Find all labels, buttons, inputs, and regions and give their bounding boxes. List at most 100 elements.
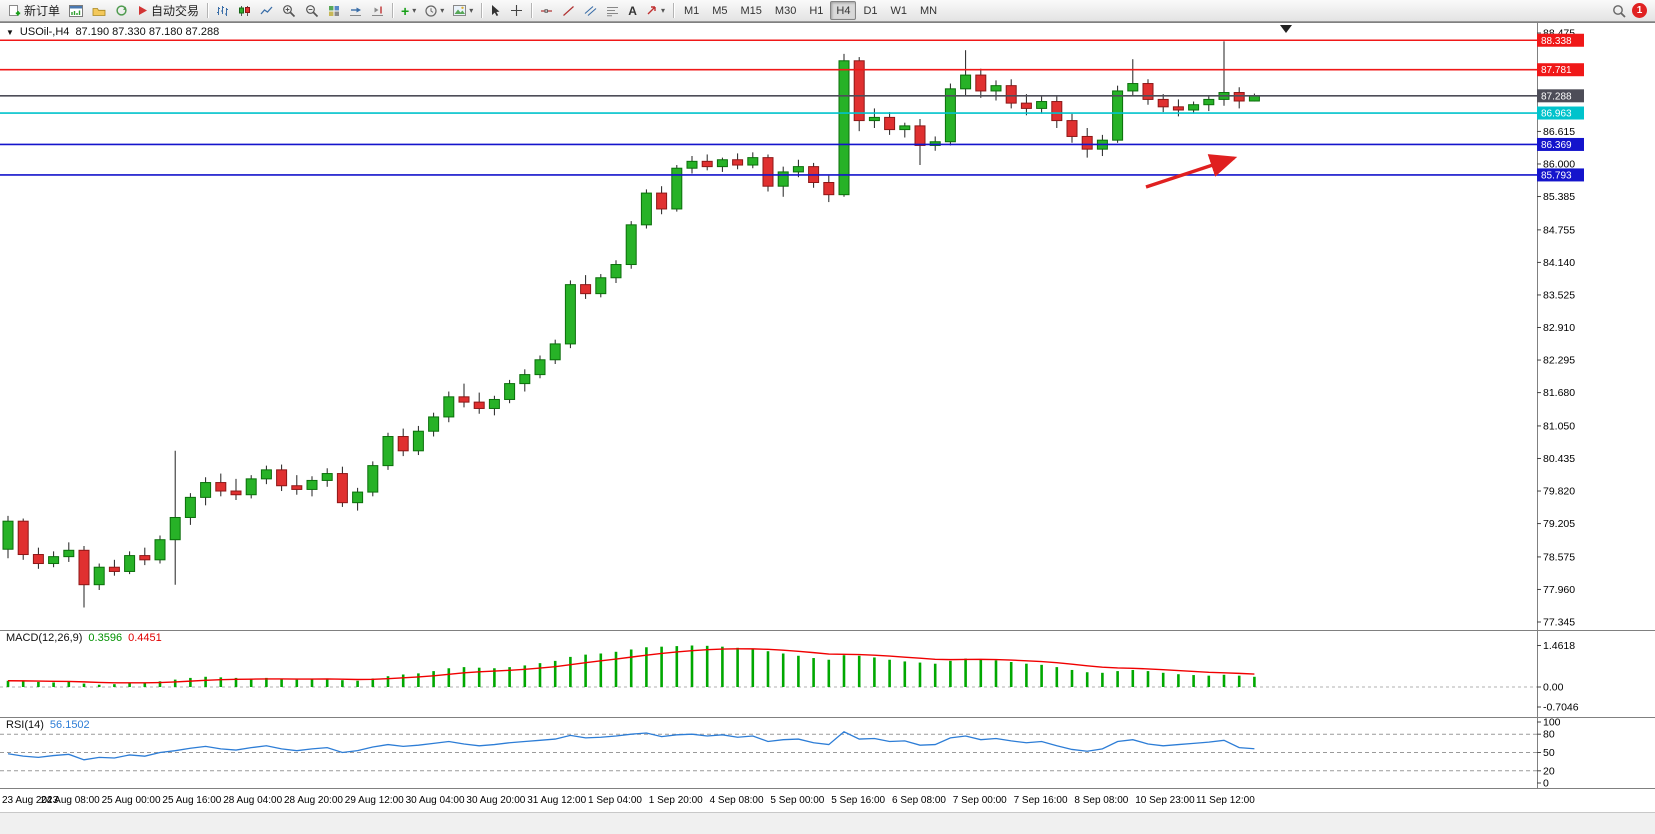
crosshair-button[interactable] bbox=[506, 1, 527, 20]
svg-text:30 Aug 04:00: 30 Aug 04:00 bbox=[406, 795, 465, 806]
timeframe-button-h4[interactable]: H4 bbox=[830, 1, 857, 20]
macd-indicator-label: MACD(12,26,9) 0.3596 0.4451 bbox=[6, 632, 162, 644]
chevron-down-icon: ▾ bbox=[440, 5, 445, 15]
indicators-button[interactable]: + ▾ bbox=[397, 1, 420, 20]
timeframe-button-m1[interactable]: M1 bbox=[678, 1, 705, 20]
chevron-down-icon: ▾ bbox=[469, 5, 474, 15]
toolbar: 新订单 自动交易 + ▾ ▾ bbox=[0, 0, 1655, 22]
new-chart-icon bbox=[69, 4, 84, 17]
svg-text:0: 0 bbox=[1543, 778, 1549, 790]
tile-windows-button[interactable] bbox=[324, 1, 344, 20]
search-icon bbox=[1613, 4, 1626, 18]
search-button[interactable] bbox=[1608, 1, 1630, 20]
svg-text:80.435: 80.435 bbox=[1543, 453, 1575, 465]
arrow-tool-icon bbox=[647, 6, 656, 15]
macd-name: MACD(12,26,9) bbox=[6, 632, 83, 644]
periods-button[interactable]: ▾ bbox=[421, 1, 448, 20]
zoom-out-button[interactable] bbox=[301, 1, 323, 20]
new-order-button[interactable]: 新订单 bbox=[4, 1, 64, 20]
svg-text:6 Sep 08:00: 6 Sep 08:00 bbox=[892, 795, 946, 806]
svg-text:82.295: 82.295 bbox=[1543, 355, 1575, 367]
timeframe-button-m15[interactable]: M15 bbox=[735, 1, 768, 20]
svg-text:20: 20 bbox=[1543, 765, 1555, 777]
timeframe-button-m5[interactable]: M5 bbox=[706, 1, 733, 20]
line-chart-icon bbox=[260, 6, 273, 14]
svg-text:82.910: 82.910 bbox=[1543, 322, 1575, 334]
svg-text:87.288: 87.288 bbox=[1541, 91, 1572, 102]
timeframe-button-d1[interactable]: D1 bbox=[857, 1, 883, 20]
svg-text:29 Aug 12:00: 29 Aug 12:00 bbox=[345, 795, 404, 806]
indicators-plus-icon: + bbox=[401, 2, 410, 19]
svg-text:50: 50 bbox=[1543, 747, 1555, 759]
macd-signal-value: 0.4451 bbox=[128, 632, 162, 644]
chart-shift-button[interactable] bbox=[367, 1, 388, 20]
notification-badge[interactable]: 1 bbox=[1632, 3, 1647, 18]
crosshair-icon bbox=[511, 5, 523, 16]
svg-text:-0.7046: -0.7046 bbox=[1543, 702, 1579, 714]
profiles-icon bbox=[92, 7, 106, 16]
horizontal-line-icon bbox=[541, 8, 553, 13]
rsi-name: RSI(14) bbox=[6, 719, 44, 731]
timeframe-button-w1[interactable]: W1 bbox=[885, 1, 914, 20]
line-chart-button[interactable] bbox=[256, 1, 277, 20]
svg-text:79.205: 79.205 bbox=[1543, 518, 1575, 530]
svg-text:78.575: 78.575 bbox=[1543, 551, 1575, 563]
channel-tool-button[interactable] bbox=[580, 1, 601, 20]
chevron-down-icon: ▾ bbox=[660, 5, 665, 15]
new-chart-button[interactable] bbox=[65, 1, 87, 20]
svg-text:8 Sep 08:00: 8 Sep 08:00 bbox=[1074, 795, 1128, 806]
svg-text:25 Aug 16:00: 25 Aug 16:00 bbox=[162, 795, 221, 806]
trendline-tool-button[interactable] bbox=[558, 1, 579, 20]
svg-text:77.960: 77.960 bbox=[1543, 584, 1575, 596]
svg-text:83.525: 83.525 bbox=[1543, 289, 1575, 301]
svg-text:5 Sep 00:00: 5 Sep 00:00 bbox=[770, 795, 824, 806]
rsi-value: 56.1502 bbox=[49, 719, 90, 731]
toolbar-separator bbox=[207, 3, 209, 18]
autotrade-button[interactable]: 自动交易 bbox=[133, 1, 203, 20]
timeframe-button-m30[interactable]: M30 bbox=[769, 1, 802, 20]
fibonacci-tool-button[interactable] bbox=[602, 1, 623, 20]
svg-text:81.680: 81.680 bbox=[1543, 387, 1575, 399]
svg-text:1 Sep 04:00: 1 Sep 04:00 bbox=[588, 795, 642, 806]
text-tool-button[interactable]: A bbox=[624, 1, 641, 20]
one-click-trading-arrow-icon[interactable]: ▼ bbox=[6, 28, 14, 37]
horizontal-line-tool-button[interactable] bbox=[536, 1, 557, 20]
svg-text:30 Aug 20:00: 30 Aug 20:00 bbox=[466, 795, 525, 806]
rsi-indicator-label: RSI(14) 56.1502 bbox=[6, 719, 90, 731]
templates-button[interactable]: ▾ bbox=[449, 1, 477, 20]
new-order-label: 新订单 bbox=[24, 4, 61, 18]
svg-text:28 Aug 04:00: 28 Aug 04:00 bbox=[223, 795, 282, 806]
auto-scroll-icon bbox=[350, 7, 362, 16]
refresh-button[interactable] bbox=[111, 1, 132, 20]
svg-text:10 Sep 23:00: 10 Sep 23:00 bbox=[1135, 795, 1195, 806]
arrow-tools-button[interactable]: ▾ bbox=[642, 1, 669, 20]
profiles-button[interactable] bbox=[88, 1, 110, 20]
timeframe-button-h1[interactable]: H1 bbox=[803, 1, 829, 20]
svg-text:86.963: 86.963 bbox=[1541, 109, 1572, 120]
text-a-icon: A bbox=[628, 3, 637, 18]
cursor-button[interactable] bbox=[486, 1, 505, 20]
bar-chart-button[interactable] bbox=[212, 1, 233, 20]
svg-text:25 Aug 00:00: 25 Aug 00:00 bbox=[102, 795, 161, 806]
autotrade-icon bbox=[139, 6, 148, 15]
macd-main-value: 0.3596 bbox=[88, 632, 123, 644]
template-image-icon bbox=[453, 5, 467, 16]
svg-text:86.000: 86.000 bbox=[1543, 158, 1575, 170]
zoom-in-button[interactable] bbox=[278, 1, 300, 20]
svg-text:80: 80 bbox=[1543, 729, 1555, 741]
svg-text:81.050: 81.050 bbox=[1543, 420, 1575, 432]
auto-scroll-button[interactable] bbox=[345, 1, 366, 20]
svg-text:86.369: 86.369 bbox=[1541, 140, 1572, 151]
svg-text:0.00: 0.00 bbox=[1543, 682, 1564, 694]
tile-windows-icon bbox=[329, 5, 340, 16]
svg-text:4 Sep 08:00: 4 Sep 08:00 bbox=[710, 795, 764, 806]
svg-text:23 Aug 2023: 23 Aug 2023 bbox=[2, 795, 59, 806]
chart-window: 88.475 86.615 86.000 85.385 84.755 84.140 83.5… bbox=[0, 22, 1655, 834]
chart-ohlc-values: 87.190 87.330 87.180 87.288 bbox=[75, 26, 220, 38]
timeframe-button-mn[interactable]: MN bbox=[914, 1, 943, 20]
svg-text:7 Sep 00:00: 7 Sep 00:00 bbox=[953, 795, 1007, 806]
svg-text:31 Aug 12:00: 31 Aug 12:00 bbox=[527, 795, 586, 806]
clock-icon bbox=[425, 4, 437, 17]
chart-canvas[interactable]: 88.47586.61586.00085.38584.75584.14083.5… bbox=[0, 22, 1655, 834]
candle-chart-button[interactable] bbox=[234, 1, 255, 20]
